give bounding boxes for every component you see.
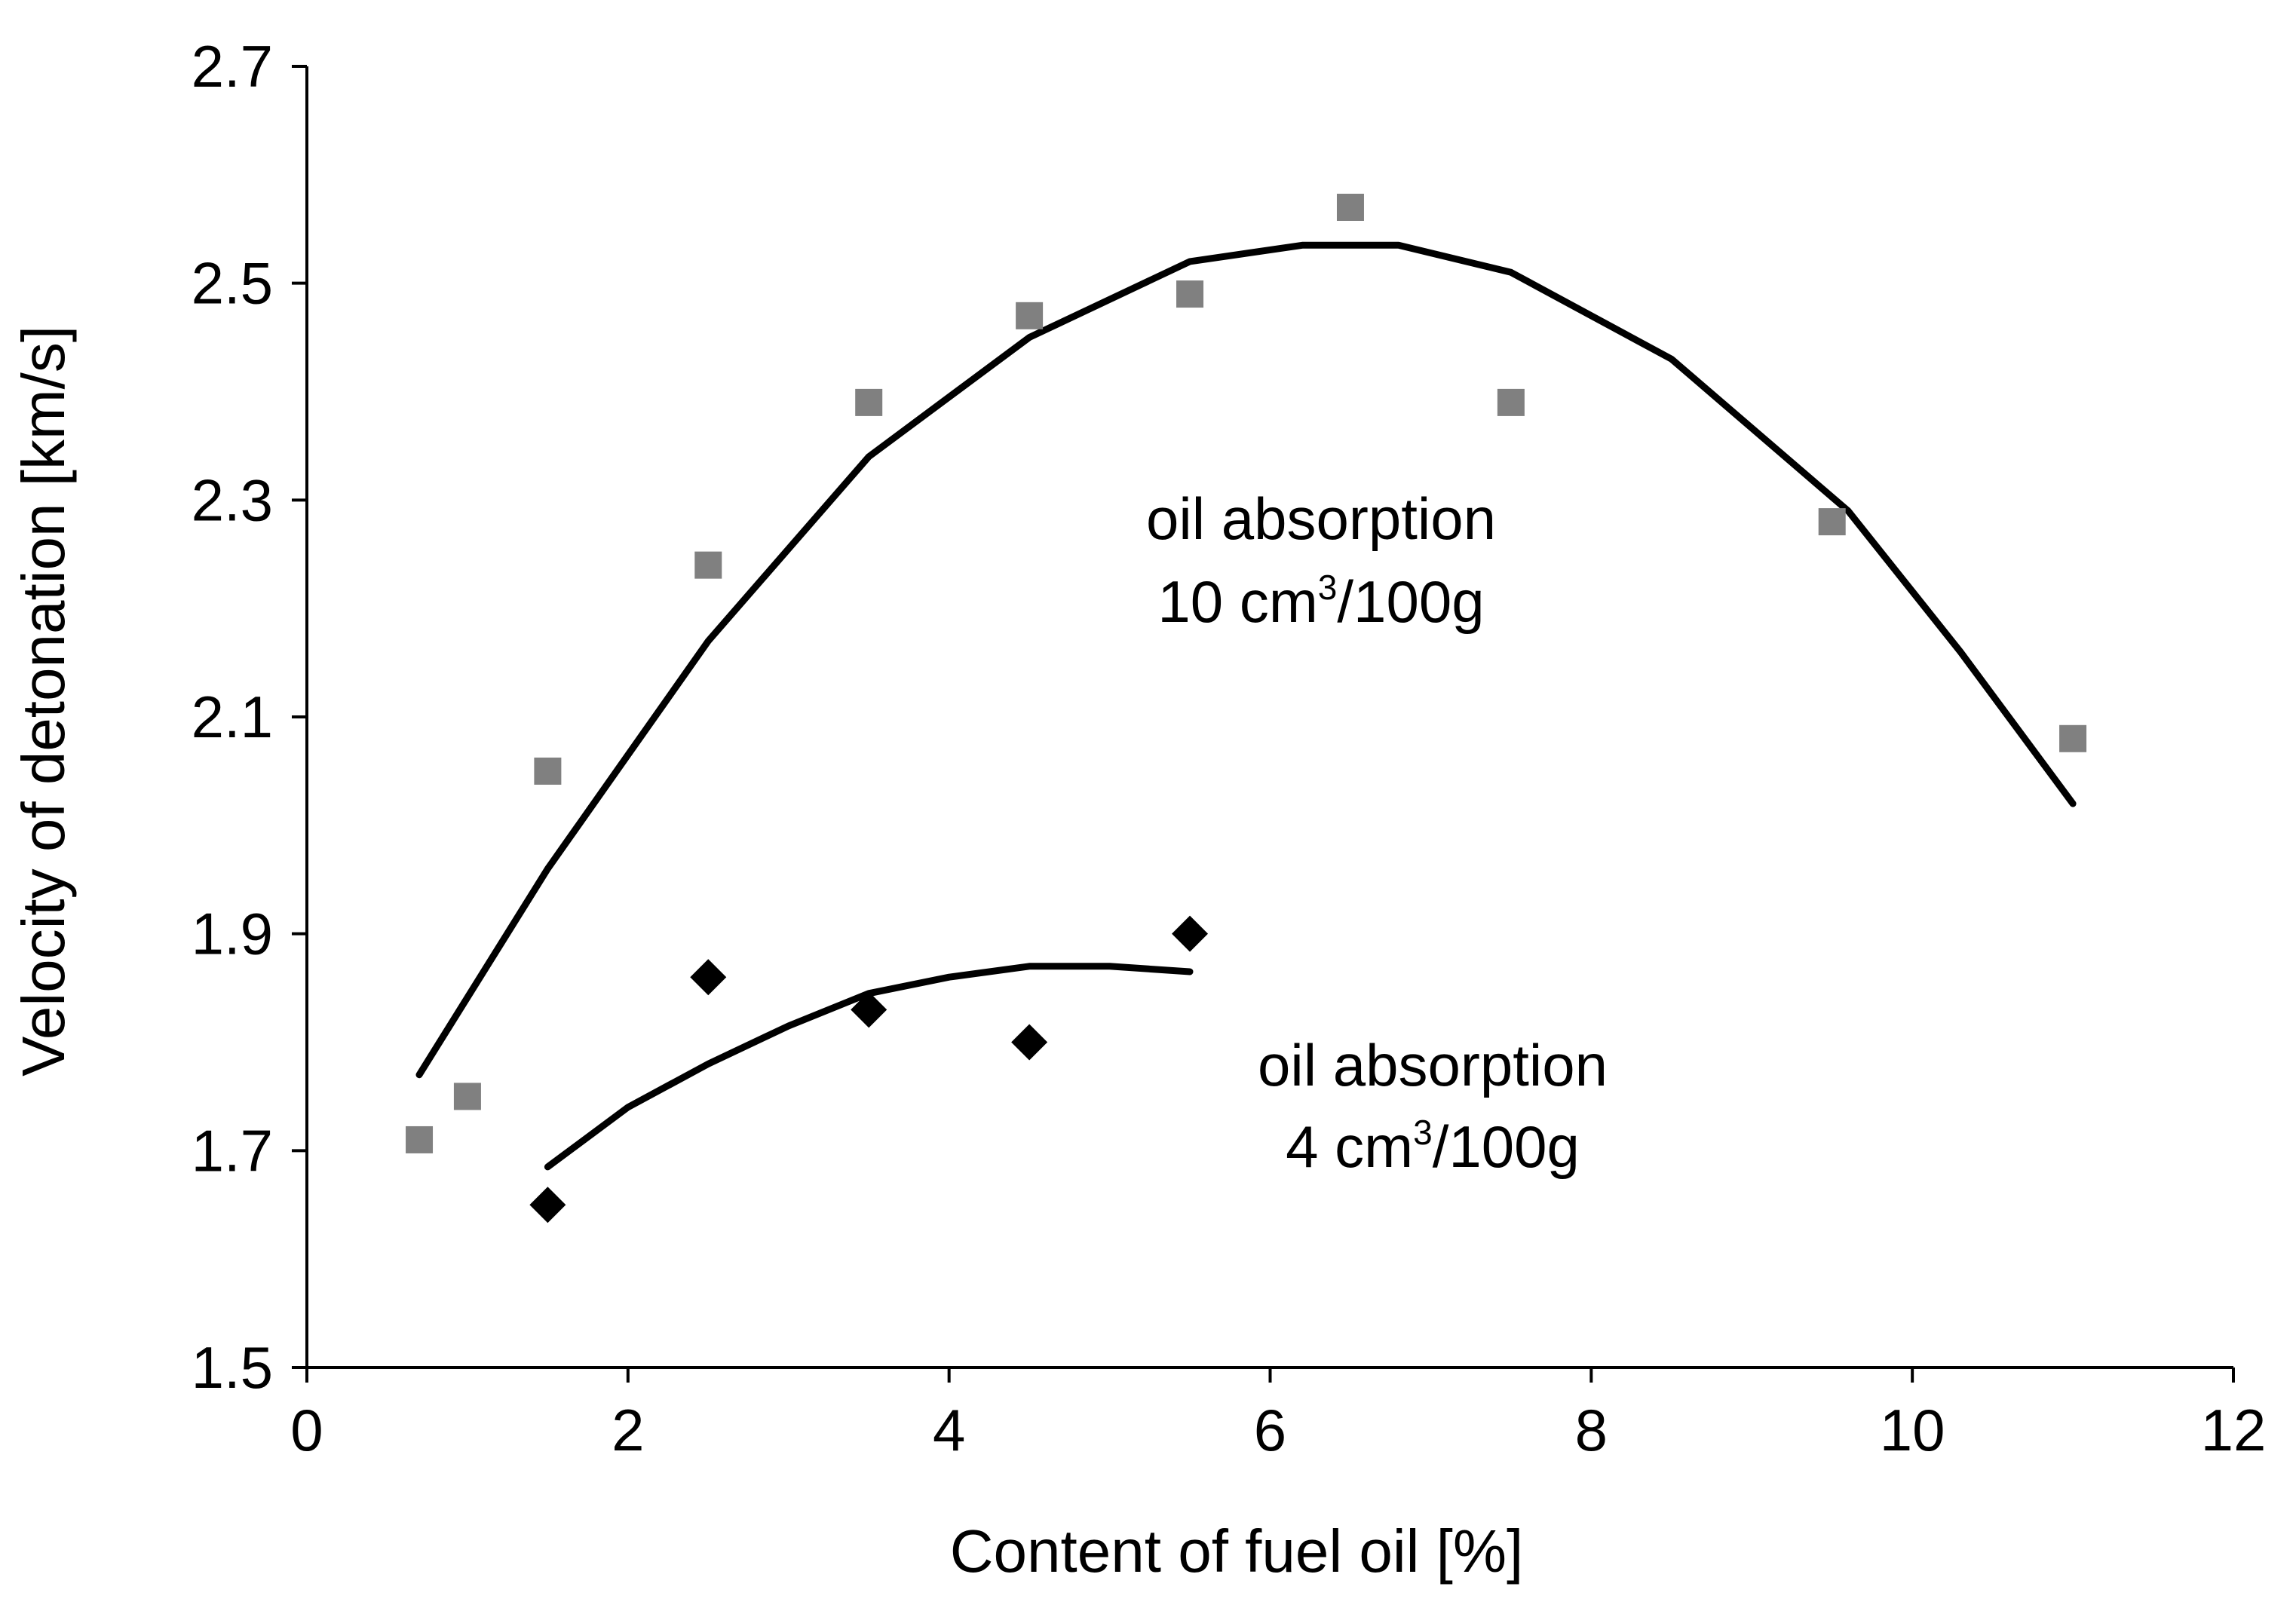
data-point-diamond xyxy=(529,1187,566,1224)
annotation-series-2: oil absorption 4 cm3/100g xyxy=(1258,1032,1608,1180)
data-point-square xyxy=(1016,302,1044,329)
data-point-square xyxy=(1818,508,1846,536)
y-axis-label: Velocity of detonation [km/s] xyxy=(10,326,77,1077)
annotation-series-1: oil absorption 10 cm3/100g xyxy=(1146,485,1496,635)
y-tick-label: 1.5 xyxy=(192,1334,273,1401)
data-point-diamond xyxy=(851,991,887,1028)
trendlines xyxy=(415,241,2077,1171)
trendline-series-1 xyxy=(415,241,2077,1079)
data-point-square xyxy=(694,551,722,579)
x-tick-label: 4 xyxy=(933,1397,965,1463)
data-point-square xyxy=(453,1083,481,1110)
data-point-square xyxy=(2059,724,2087,752)
x-axis-label: Content of fuel oil [%] xyxy=(950,1518,1523,1585)
data-point-square xyxy=(855,388,883,416)
data-point-diamond xyxy=(1011,1024,1048,1061)
data-point-diamond xyxy=(1172,915,1209,952)
y-tick-label: 2.3 xyxy=(192,467,273,533)
data-points xyxy=(406,193,2087,1224)
annotation-1-line2: 10 cm3/100g xyxy=(1157,568,1484,635)
y-tick-label: 1.9 xyxy=(192,901,273,967)
data-point-square xyxy=(534,757,562,785)
x-tick-label: 6 xyxy=(1254,1397,1286,1463)
x-tick-label: 2 xyxy=(612,1397,644,1463)
data-point-square xyxy=(406,1126,434,1153)
data-point-square xyxy=(1336,193,1364,221)
data-point-square xyxy=(1176,280,1204,308)
y-tick-label: 1.7 xyxy=(192,1117,273,1184)
x-tick-label: 12 xyxy=(2201,1397,2267,1463)
x-tick-label: 0 xyxy=(290,1397,323,1463)
annotation-1-line1: oil absorption xyxy=(1146,485,1496,552)
annotation-2-line1: oil absorption xyxy=(1258,1032,1608,1098)
x-tick-label: 10 xyxy=(1880,1397,1945,1463)
annotation-2-line2: 4 cm3/100g xyxy=(1286,1113,1580,1180)
data-point-square xyxy=(1497,388,1525,416)
x-tick-label: 8 xyxy=(1575,1397,1608,1463)
ticks: 0 2 4 6 8 10 12 1.5 1.7 1.9 2.1 2.3 2.5 2.7 xyxy=(192,33,2267,1463)
axes xyxy=(305,66,2233,1369)
data-point-diamond xyxy=(690,959,727,996)
y-tick-label: 2.7 xyxy=(192,33,273,100)
y-tick-label: 2.5 xyxy=(192,250,273,317)
y-tick-label: 2.1 xyxy=(192,684,273,750)
